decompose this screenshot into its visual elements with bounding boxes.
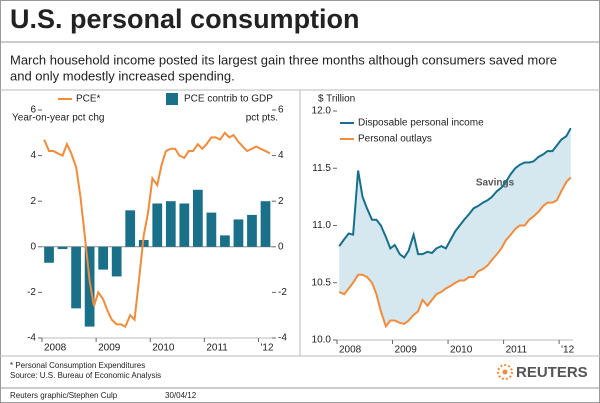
y-tick-label: 0: [30, 241, 36, 252]
bar: [71, 246, 81, 309]
footnote: Source: U.S. Bureau of Economic Analysis: [10, 371, 161, 380]
bar: [247, 214, 257, 247]
logo-icon: [497, 364, 513, 380]
y-tick-label: 4: [30, 150, 36, 161]
bar: [220, 235, 230, 247]
line: [338, 176, 572, 329]
y2-tick-label: 2: [278, 196, 284, 207]
bar: [125, 210, 136, 247]
x-tick-label: 2010: [152, 343, 175, 354]
x-tick-label: '12: [561, 345, 574, 356]
y-tick-label: 11.5: [312, 163, 331, 174]
bar: [111, 246, 122, 277]
y2-tick-label: 4: [278, 150, 284, 161]
bar: [260, 201, 271, 247]
y-tick-label: -2: [27, 287, 36, 298]
legend-label: PCE*: [76, 94, 101, 105]
bar: [206, 212, 217, 247]
bar: [98, 246, 109, 270]
credit: Reuters graphic/Stephen Culp: [10, 391, 118, 400]
legend-label: Personal outlays: [358, 134, 432, 145]
legend-label: Disposable personal income: [358, 118, 484, 129]
bar: [192, 189, 203, 247]
x-tick-label: 2008: [44, 343, 67, 354]
line: [43, 131, 271, 328]
y-tick-label: -4: [27, 333, 36, 344]
logo: REUTERS: [516, 364, 588, 381]
bar: [57, 246, 68, 250]
footnote: * Personal Consumption Expenditures: [10, 361, 145, 370]
x-tick-label: 2009: [395, 345, 418, 356]
x-tick-label: 2011: [206, 343, 228, 354]
y-axis-label: Year-on-year pct chg: [12, 113, 104, 124]
y2-tick-label: -4: [278, 333, 287, 344]
bar: [233, 219, 244, 247]
bar: [165, 201, 176, 247]
y2-axis-label: pct pts.: [246, 113, 278, 124]
y-tick-label: 11.0: [312, 220, 331, 231]
y-tick-label: 10.5: [312, 277, 332, 288]
subtitle: and only modestly increased spending.: [10, 68, 235, 83]
x-tick-label: '12: [260, 343, 273, 354]
bar: [179, 203, 190, 247]
y-axis-label: $ Trillion: [318, 94, 355, 105]
y2-tick-label: 0: [278, 241, 284, 252]
bar: [152, 203, 163, 247]
x-tick-label: 2008: [339, 345, 362, 356]
savings-area: [339, 128, 571, 327]
y-tick-label: 10.0: [312, 335, 332, 346]
line: [338, 127, 572, 260]
x-tick-label: 2010: [450, 345, 473, 356]
y-tick-label: 6: [30, 105, 36, 116]
title: U.S. personal consumption: [10, 4, 360, 34]
subtitle: March household income posted its larges…: [10, 52, 557, 67]
y-tick-label: 2: [30, 196, 36, 207]
annotation: Savings: [476, 178, 515, 189]
legend-label: PCE contrib to GDP: [184, 94, 273, 105]
bar: [44, 246, 54, 263]
y2-tick-label: 6: [278, 105, 284, 116]
x-tick-label: 2011: [506, 345, 528, 356]
x-tick-label: 2009: [98, 343, 121, 354]
legend-swatch: [166, 93, 178, 105]
date: 30/04/12: [165, 391, 197, 400]
y2-tick-label: -2: [278, 287, 287, 298]
y-tick-label: 12.0: [312, 106, 332, 117]
